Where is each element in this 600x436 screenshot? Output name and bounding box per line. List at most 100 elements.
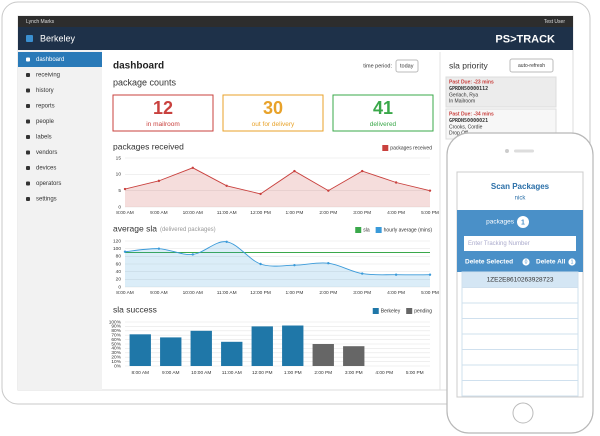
menu-icon bbox=[26, 104, 30, 108]
point bbox=[123, 187, 127, 191]
menu-icon bbox=[26, 135, 30, 139]
y-tick-label: 120 bbox=[113, 238, 121, 244]
recipient: Crooks, Cordie bbox=[449, 124, 483, 130]
x-tick-label: 11:00 AM bbox=[217, 290, 237, 296]
bar bbox=[312, 344, 334, 366]
x-tick-label: 9:00 AM bbox=[162, 370, 180, 376]
y-tick-label: 10% bbox=[111, 359, 121, 365]
charts: packages received packages received 0 5 10 15… bbox=[109, 141, 439, 376]
x-tick-label: 12:00 PM bbox=[250, 290, 271, 296]
list-row bbox=[461, 349, 579, 366]
x-tick-label: 1:00 PM bbox=[286, 210, 304, 216]
list-row bbox=[461, 364, 579, 381]
y-tick-label: 40 bbox=[116, 269, 122, 275]
legend-swatch bbox=[375, 227, 382, 233]
menu-item[interactable]: labels bbox=[36, 135, 52, 141]
priority-item bbox=[445, 76, 557, 108]
menu-icon bbox=[26, 57, 30, 62]
legend-swatch bbox=[382, 145, 389, 151]
y-tick-label: 70% bbox=[111, 332, 121, 338]
point bbox=[157, 247, 161, 250]
tracking-input[interactable] bbox=[464, 236, 576, 251]
logo: PS>TRACK bbox=[495, 33, 555, 45]
menu-item[interactable]: devices bbox=[36, 166, 56, 172]
bar bbox=[221, 341, 243, 366]
x-tick-label: 3:00 PM bbox=[353, 290, 371, 296]
delete-all-count[interactable]: 1 bbox=[571, 260, 574, 266]
packages-count: 1 bbox=[521, 219, 525, 226]
legend-swatch bbox=[372, 308, 379, 314]
delete-selected[interactable]: Delete Selected bbox=[465, 259, 513, 266]
menu-icon bbox=[26, 88, 30, 93]
sla-priority-title: sla priority bbox=[449, 60, 488, 70]
sidebar-menu: dashboard receiving history reports people la… bbox=[26, 57, 64, 203]
x-tick-label: 8:00 AM bbox=[116, 210, 134, 216]
menu-item[interactable]: receiving bbox=[36, 73, 60, 79]
x-tick-label: 4:00 PM bbox=[387, 210, 405, 216]
y-tick-label: 80 bbox=[116, 254, 122, 260]
list-row bbox=[461, 302, 579, 319]
menu-icon bbox=[26, 197, 30, 201]
chart-title: sla success bbox=[113, 304, 157, 314]
menu-icon bbox=[26, 181, 30, 186]
list-row bbox=[461, 333, 579, 350]
x-tick-label: 8:00 AM bbox=[116, 290, 134, 296]
y-tick-label: 0 bbox=[118, 204, 121, 210]
list-item[interactable]: 1ZE2E8610263928723 bbox=[487, 277, 554, 284]
point bbox=[293, 169, 296, 173]
legend-label: packages received bbox=[390, 145, 432, 151]
chart-subtitle: (delivered packages) bbox=[160, 227, 216, 233]
header-bar bbox=[18, 27, 573, 50]
count-label: delivered bbox=[370, 121, 397, 128]
point bbox=[394, 181, 398, 184]
input-placeholder[interactable]: Enter Tracking Number bbox=[468, 241, 530, 247]
count-box bbox=[332, 94, 434, 132]
x-tick-label: 10:00 AM bbox=[191, 370, 211, 376]
bar bbox=[160, 337, 182, 366]
x-tick-label: 5:00 PM bbox=[406, 370, 424, 376]
user[interactable]: Test User bbox=[544, 19, 565, 25]
delete-all[interactable]: Delete All bbox=[536, 259, 566, 266]
menu-item[interactable]: dashboard bbox=[36, 57, 64, 63]
point bbox=[361, 272, 364, 275]
menu-item[interactable]: people bbox=[36, 119, 55, 125]
point bbox=[327, 262, 330, 265]
refresh-label[interactable]: auto-refresh bbox=[518, 63, 545, 69]
point bbox=[123, 250, 127, 253]
point bbox=[225, 240, 228, 243]
count-box bbox=[112, 94, 214, 132]
y-tick-label: 5 bbox=[118, 188, 121, 194]
menu-item[interactable]: reports bbox=[36, 104, 55, 110]
phone-user: nick bbox=[515, 196, 527, 202]
point bbox=[428, 189, 432, 192]
status: Past Due: -34 mins bbox=[449, 111, 494, 117]
time-period[interactable]: today bbox=[400, 63, 414, 69]
account[interactable]: Lynch Marks bbox=[26, 19, 55, 25]
x-tick-label: 10:00 AM bbox=[183, 290, 203, 296]
time-period-select[interactable] bbox=[395, 59, 419, 73]
bar bbox=[343, 346, 365, 366]
package-list: 1ZE2E8610263928723 bbox=[461, 271, 579, 397]
chart-title: average sla bbox=[113, 223, 157, 233]
menu-item[interactable]: operators bbox=[36, 181, 61, 187]
badge bbox=[517, 216, 529, 228]
menu-item[interactable]: settings bbox=[36, 197, 57, 203]
point bbox=[259, 262, 262, 266]
x-tick-label: 3:00 PM bbox=[353, 210, 371, 216]
menu-item[interactable]: vendors bbox=[36, 150, 57, 156]
home-button[interactable] bbox=[512, 402, 534, 424]
location[interactable]: Berkeley bbox=[40, 33, 76, 43]
x-tick-label: 9:00 AM bbox=[150, 210, 168, 216]
refresh-button[interactable] bbox=[509, 58, 554, 73]
x-tick-label: 9:00 AM bbox=[150, 290, 168, 296]
y-tick-label: 20 bbox=[116, 277, 122, 283]
area bbox=[125, 241, 430, 287]
delete-selected-count[interactable]: 0 bbox=[525, 260, 528, 266]
active-item bbox=[18, 52, 102, 67]
menu-item[interactable]: history bbox=[36, 88, 54, 94]
x-tick-label: 2:00 PM bbox=[319, 210, 337, 216]
legend-swatch bbox=[355, 227, 362, 233]
x-tick-label: 4:00 PM bbox=[387, 290, 405, 296]
chart-title: packages received bbox=[113, 141, 184, 151]
point bbox=[327, 189, 330, 192]
